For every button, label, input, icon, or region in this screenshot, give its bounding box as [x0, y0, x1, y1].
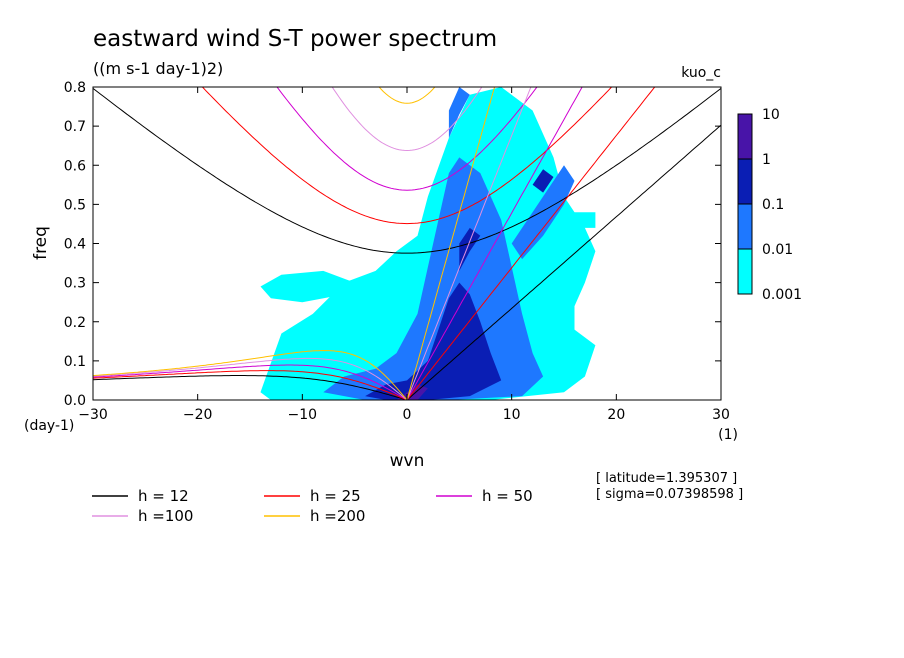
dispersion-gravity-h12	[93, 88, 721, 254]
dispersion-kelvin-h12	[406, 124, 721, 400]
y-tick-label: 0.0	[64, 393, 86, 409]
spectrum-regions	[260, 87, 596, 400]
x-tick-label: 20	[607, 407, 625, 423]
colorbar-label: 0.001	[762, 287, 802, 303]
spectrum-region-4	[323, 157, 544, 400]
dispersion-kelvin-h50	[406, 87, 583, 400]
dispersion-rossby-h200	[93, 349, 408, 400]
dispersion-rossby-h12	[93, 375, 408, 400]
dispersion-kelvin-h200	[406, 87, 496, 400]
colorbar-swatch	[737, 158, 753, 205]
y-tick-label: 0.4	[64, 237, 86, 253]
legend-label: h = 50	[482, 487, 533, 505]
y-tick-label: 0.5	[64, 197, 86, 213]
spectrum-region-5	[511, 165, 575, 260]
x-axis-ticks: −30 −20 −10 0 10 20 30	[78, 87, 730, 423]
spectrum-region-2	[574, 212, 596, 228]
dispersion-rossby-h25	[93, 370, 408, 400]
dispersion-kelvin-h25	[406, 87, 656, 400]
sigma-annotation: [ sigma=0.07398598 ]	[596, 487, 743, 502]
x-units-label: (1)	[718, 427, 738, 443]
legend-label: h =200	[310, 507, 365, 525]
x-tick-label: −30	[78, 407, 108, 423]
legend: h = 12 h = 25 h = 50 h =100 h =200	[92, 487, 533, 525]
spectrum-region-3	[532, 302, 554, 322]
y-axis-label: freq	[31, 226, 51, 260]
legend-label: h = 12	[138, 487, 189, 505]
chart-title: eastward wind S-T power spectrum	[93, 26, 497, 52]
spectrum-region-8	[459, 227, 481, 271]
spectrum-region-1	[260, 270, 355, 303]
colorbar-label: 10	[762, 107, 780, 123]
model-label: kuo_c	[681, 65, 721, 81]
dispersion-kelvin-h100	[406, 87, 532, 400]
x-tick-label: −10	[288, 407, 318, 423]
colorbar: 0.001 0.01 0.1 1 10	[737, 107, 802, 303]
dispersion-curves	[93, 87, 721, 400]
x-tick-label: 30	[712, 407, 730, 423]
colorbar-label: 1	[762, 152, 771, 168]
y-tick-label: 0.8	[64, 80, 86, 96]
colorbar-label: 0.1	[762, 197, 784, 213]
y-units-label: (day-1)	[24, 418, 74, 434]
legend-label: h =100	[138, 507, 193, 525]
colorbar-swatch	[737, 113, 753, 160]
chart-subtitle: ((m s-1 day-1)2)	[93, 59, 223, 78]
dispersion-gravity-h200	[378, 87, 436, 104]
dispersion-gravity-h25	[201, 87, 613, 225]
y-tick-label: 0.6	[64, 158, 86, 174]
y-tick-label: 0.2	[64, 315, 86, 331]
latitude-annotation: [ latitude=1.395307 ]	[596, 471, 737, 486]
spectrum-region-7	[365, 282, 502, 400]
y-tick-label: 0.1	[64, 354, 86, 370]
dispersion-rossby-h100	[93, 357, 408, 400]
dispersion-gravity-h50	[276, 87, 538, 191]
y-tick-label: 0.3	[64, 276, 86, 292]
dispersion-rossby-h50	[93, 364, 408, 400]
x-tick-label: 10	[503, 407, 521, 423]
plot-area	[93, 87, 721, 400]
x-tick-label: −20	[183, 407, 213, 423]
spectrum-region-6	[448, 87, 470, 138]
colorbar-label: 0.01	[762, 242, 793, 258]
x-tick-label: 0	[403, 407, 412, 423]
y-tick-label: 0.7	[64, 119, 86, 135]
colorbar-swatch	[737, 248, 753, 295]
dispersion-gravity-h100	[331, 87, 483, 152]
colorbar-swatch	[737, 203, 753, 250]
spectrum-region-9	[532, 169, 554, 193]
x-axis-label: wvn	[390, 451, 425, 471]
y-axis-ticks: 0.0 0.1 0.2 0.3 0.4 0.5 0.6 0.7 0.8	[64, 80, 721, 409]
legend-label: h = 25	[310, 487, 361, 505]
